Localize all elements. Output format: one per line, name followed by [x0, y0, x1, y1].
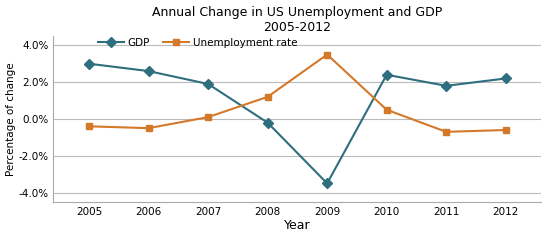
Unemployment rate [264, 95, 271, 98]
Unemployment rate [324, 53, 330, 56]
Unemployment rate [86, 125, 92, 128]
Line: Unemployment rate: Unemployment rate [85, 51, 509, 135]
GDP [264, 121, 271, 124]
Unemployment rate [503, 129, 509, 131]
Unemployment rate [205, 116, 211, 119]
GDP [443, 84, 450, 87]
X-axis label: Year: Year [284, 219, 311, 233]
GDP [324, 182, 330, 185]
Unemployment rate [383, 108, 390, 111]
GDP [146, 70, 152, 73]
Legend: GDP, Unemployment rate: GDP, Unemployment rate [97, 38, 298, 48]
GDP [383, 73, 390, 76]
GDP [86, 62, 92, 65]
GDP [205, 83, 211, 85]
Y-axis label: Percentage of change: Percentage of change [5, 62, 15, 176]
Unemployment rate [146, 127, 152, 130]
Title: Annual Change in US Unemployment and GDP
2005-2012: Annual Change in US Unemployment and GDP… [152, 5, 443, 34]
Unemployment rate [443, 130, 450, 133]
Line: GDP: GDP [85, 60, 509, 187]
GDP [503, 77, 509, 80]
